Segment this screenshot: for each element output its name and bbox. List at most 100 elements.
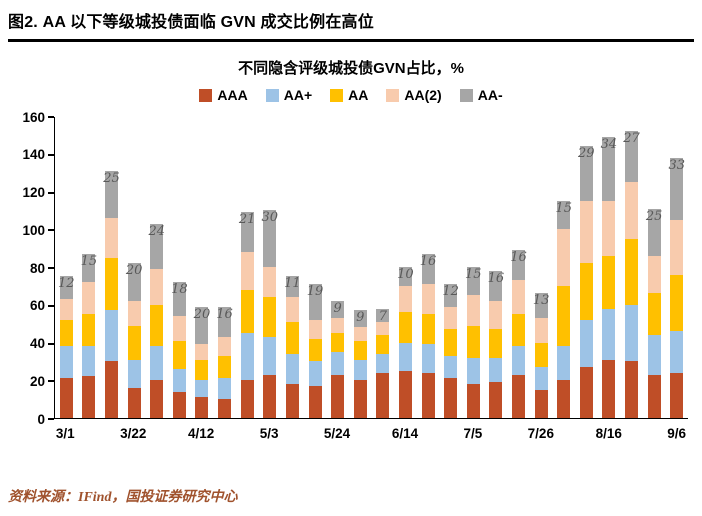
- bar-segment-AA: [331, 333, 345, 352]
- x-tick-label: 8/16: [595, 426, 622, 441]
- bar-segment-AA+: [534, 367, 548, 390]
- bar-slot: 16: [485, 117, 508, 418]
- bar-slot: 16: [417, 117, 440, 418]
- bar-segment-AA: [353, 340, 367, 360]
- bar-segment-AAA: [59, 378, 73, 418]
- bar-segment-AAA: [557, 380, 571, 418]
- stacked-bar: [670, 157, 684, 418]
- bar-slot: 15: [78, 117, 101, 418]
- bar-segment-AA: [421, 314, 435, 345]
- bar-segment-AA(2): [353, 327, 367, 341]
- bar-segment-AA+: [218, 378, 232, 400]
- y-tick-label: 20: [29, 373, 45, 389]
- legend-item-AA(2): AA(2): [386, 87, 442, 103]
- bar-segment-AA(2): [376, 321, 390, 335]
- bar-segment-AA+: [127, 359, 141, 388]
- legend-label: AA-: [477, 87, 503, 103]
- bar-segment-AA+: [82, 346, 96, 377]
- x-tick-label: 6/14: [391, 426, 419, 441]
- bar-segment-AA(2): [308, 319, 322, 339]
- bar-segment-AA+: [195, 380, 209, 398]
- bar-segment-AA: [150, 304, 164, 347]
- x-tick-label: 7/5: [463, 426, 483, 441]
- y-tick-mark: [48, 380, 54, 383]
- bar-segment-AA(2): [172, 316, 186, 341]
- bar-segment-AAA: [263, 374, 277, 418]
- bar-segment-AA: [557, 285, 571, 347]
- y-tick-label: 120: [22, 184, 45, 200]
- legend-swatch-icon: [199, 88, 213, 102]
- bar-segment-AA: [647, 293, 661, 335]
- bar-segment-AA(2): [263, 267, 277, 298]
- stacked-bar: [579, 146, 593, 418]
- bar-segment-AA-: [421, 253, 435, 285]
- bar-segment-AA(2): [625, 182, 639, 239]
- bar-segment-AA-: [376, 308, 390, 322]
- bar-segment-AAA: [331, 374, 345, 418]
- stacked-bar: [195, 306, 209, 418]
- x-tick-label: 3/22: [120, 426, 147, 441]
- stacked-bar: [308, 284, 322, 418]
- stacked-bar: [127, 263, 141, 418]
- bar-segment-AA(2): [331, 317, 345, 334]
- legend-label: AA: [348, 87, 369, 103]
- legend-item-AA+: AA+: [265, 87, 312, 103]
- bar-segment-AA: [308, 338, 322, 362]
- stacked-bar: [398, 267, 412, 418]
- bar-segment-AAA: [150, 380, 164, 418]
- bar-segment-AA: [105, 257, 119, 311]
- bar-segment-AA-: [59, 276, 73, 300]
- bar-segment-AA-: [127, 263, 141, 301]
- bar-segment-AA-: [82, 253, 96, 283]
- y-tick-mark: [48, 191, 54, 194]
- bar-segment-AA+: [444, 355, 458, 379]
- y-tick-label: 60: [29, 298, 45, 313]
- stacked-bar: [82, 253, 96, 418]
- bar-segment-AA+: [421, 344, 435, 373]
- bar-segment-AA+: [105, 310, 119, 362]
- y-tick-label: 160: [22, 109, 45, 125]
- bar-segment-AA: [59, 319, 73, 347]
- bar-slot: 20: [123, 117, 146, 418]
- bar-segment-AAA: [285, 384, 299, 418]
- bar-slot: 15: [552, 117, 575, 418]
- legend-item-AAA: AAA: [199, 87, 248, 103]
- bar-slot: 33: [665, 117, 688, 418]
- y-tick-label: 0: [37, 411, 45, 427]
- bar-segment-AA+: [172, 368, 186, 392]
- x-tick-label: 5/3: [259, 426, 279, 441]
- y-tick-mark: [48, 267, 54, 269]
- bar-slot: 29: [575, 117, 598, 418]
- bar-slot: 7: [372, 117, 395, 418]
- bar-segment-AA(2): [150, 268, 164, 305]
- legend-item-AA: AA: [330, 87, 368, 103]
- bar-segment-AA(2): [557, 229, 571, 286]
- bar-slot: 16: [213, 117, 236, 418]
- legend-swatch-icon: [265, 88, 279, 102]
- bar-segment-AA+: [263, 336, 277, 375]
- bar-segment-AA: [489, 329, 503, 358]
- bar-segment-AA(2): [105, 217, 119, 258]
- bar-segment-AAA: [421, 372, 435, 418]
- stacked-bar: [105, 170, 119, 418]
- legend-label: AA(2): [404, 87, 442, 103]
- bar-slot: 9: [349, 117, 372, 418]
- legend-swatch-icon: [459, 88, 473, 102]
- bar-segment-AA+: [579, 319, 593, 368]
- x-tick-label: 9/6: [667, 426, 687, 441]
- bar-segment-AA: [670, 274, 684, 332]
- bar-segment-AA+: [308, 361, 322, 386]
- stacked-bar: [59, 276, 73, 418]
- bar-slot: 34: [598, 117, 621, 418]
- y-tick-mark: [48, 153, 54, 156]
- bar-segment-AA(2): [59, 299, 73, 320]
- legend-swatch-icon: [330, 88, 344, 102]
- legend-swatch-icon: [386, 88, 400, 102]
- bar-segment-AAA: [647, 374, 661, 418]
- bar-segment-AA-: [195, 306, 209, 345]
- bar-segment-AAA: [579, 367, 593, 418]
- bar-segment-AAA: [308, 385, 322, 418]
- bar-segment-AA-: [218, 306, 232, 337]
- bar-segment-AA(2): [421, 284, 435, 315]
